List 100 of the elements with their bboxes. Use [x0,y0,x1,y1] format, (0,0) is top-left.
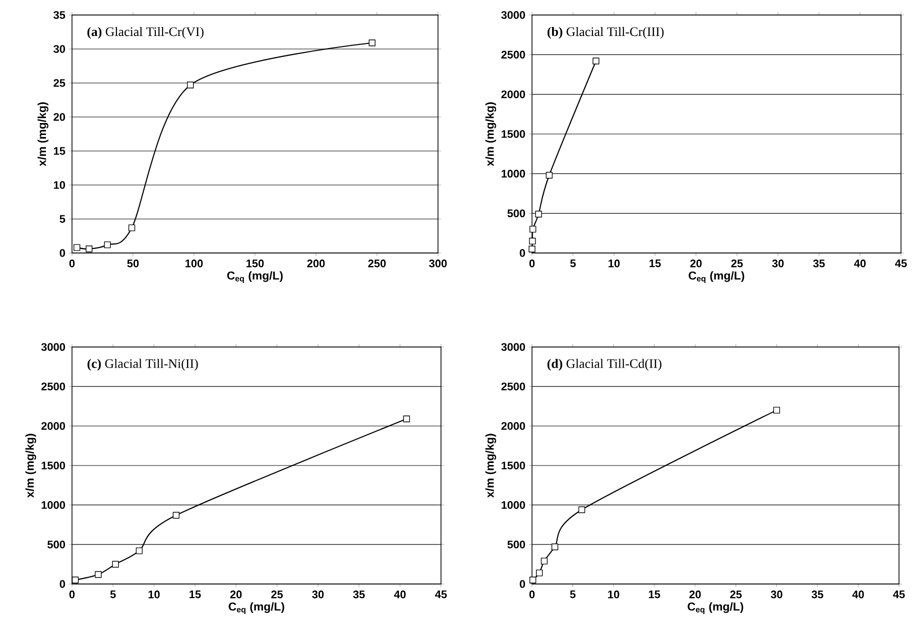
point [528,246,536,252]
x-tick-label: 200 [307,260,325,268]
y-axis-title: x/m (mg/kg) [485,434,496,498]
x-tick-label: 5 [570,260,576,268]
y-axis-title: x/m (mg/kg) [25,434,36,498]
x-tick-label: 40 [394,590,406,598]
point [186,82,194,88]
x-tick-label: 0 [69,590,75,598]
x-tick-label: 100 [186,260,203,268]
y-tick-label: 3000 [41,343,66,351]
y-tick-label: 1000 [502,170,526,178]
x-tick-label: 40 [854,260,866,268]
y-tick-label: 2000 [501,422,526,430]
point [74,244,80,251]
x-tick-label: 150 [246,260,264,268]
y-tick-label: 3000 [501,11,526,19]
y-tick-label: 15 [54,147,66,155]
x-tick-label: 45 [893,590,905,598]
y-tick-label: 25 [54,79,66,87]
x-tick-label: 10 [608,260,620,268]
point [368,40,376,46]
y-tick-label: 1500 [502,462,526,470]
x-tick-label: 25 [271,590,283,598]
point [112,560,119,568]
y-tick-label: 3000 [501,343,526,351]
x-tick-label: 20 [690,260,702,268]
y-tick-label: 2000 [501,90,526,98]
y-tick-label: 2500 [501,382,526,390]
x-tick-label: 30 [772,260,784,268]
x-tick-label: 10 [608,590,620,598]
y-tick-label: 20 [54,113,66,121]
x-tick-label: 25 [731,260,743,268]
x-tick-label: 300 [429,260,447,268]
point [529,576,536,584]
x-tick-label: 45 [895,260,907,268]
y-axis-title: x/m (mg/kg) [485,102,496,166]
x-tick-label: 50 [127,260,139,268]
y-tick-label: 10 [54,181,66,189]
point [94,571,102,578]
x-tick-label: 0 [529,590,535,598]
x-axis-title: C$_{eq}$ (mg/L) [228,602,284,614]
y-tick-label: 2500 [41,382,66,390]
x-tick-label: 15 [190,590,201,598]
point [136,547,143,554]
point [592,58,600,64]
x-axis-title: C$_{eq}$ (mg/L) [227,271,283,283]
x-tick-label: 15 [648,590,660,598]
point [551,544,558,550]
point [403,416,410,422]
y-tick-label: 0 [60,580,66,588]
x-tick-label: 35 [812,590,824,598]
text: (b) Glacial Till-Cr(III) [548,26,664,39]
x-tick-label: 15 [650,260,661,268]
x-tick-label: 20 [689,590,701,598]
y-tick-label: 0 [520,580,526,588]
x-axis-title: C$_{eq}$ (mg/L) [688,602,744,614]
y-tick-label: 2500 [501,50,526,59]
x-tick-label: 35 [353,590,365,598]
x-tick-label: 250 [368,260,386,268]
x-tick-label: 5 [570,590,576,598]
point [546,172,553,179]
point [529,226,536,233]
y-tick-label: 1500 [502,130,526,138]
y-tick-label: 0 [520,249,526,257]
x-tick-label: 45 [435,590,447,598]
x-tick-label: 0 [69,260,75,268]
x-tick-label: 40 [852,590,864,598]
x-tick-label: 25 [730,590,742,598]
x-axis-title: C$_{eq}$ (mg/L) [688,271,744,283]
x-tick-label: 10 [148,590,160,598]
y-tick-label: 0 [60,249,66,257]
y-axis-title: x/m (mg/kg) [38,102,48,166]
y-tick-label: 500 [47,540,66,548]
x-tick-label: 30 [312,590,324,598]
point [536,570,543,576]
y-tick-label: 1000 [42,501,66,509]
point [578,506,586,514]
y-tick-label: 5 [60,215,66,223]
point [172,512,180,519]
x-tick-label: 35 [813,260,825,268]
point [86,246,92,252]
point [128,224,136,232]
point [540,558,548,564]
x-tick-label: 20 [230,590,242,598]
x-tick-label: 30 [770,590,782,598]
x-tick-label: 5 [110,590,116,598]
point [773,406,780,414]
y-tick-label: 1500 [42,462,66,470]
point [535,210,542,218]
point [72,576,79,584]
y-tick-label: 500 [507,209,526,218]
text: (c) Glacial Till-Ni(II) [88,358,198,371]
point [104,241,111,248]
y-tick-label: 2000 [41,422,66,430]
text: (a) Glacial Till-Cr(VI) [87,26,204,39]
text: (d) Glacial Till-Cd(II) [547,358,662,371]
y-tick-label: 30 [53,45,66,53]
y-tick-label: 500 [507,540,526,548]
point [529,238,536,244]
x-tick-label: 0 [529,260,535,268]
